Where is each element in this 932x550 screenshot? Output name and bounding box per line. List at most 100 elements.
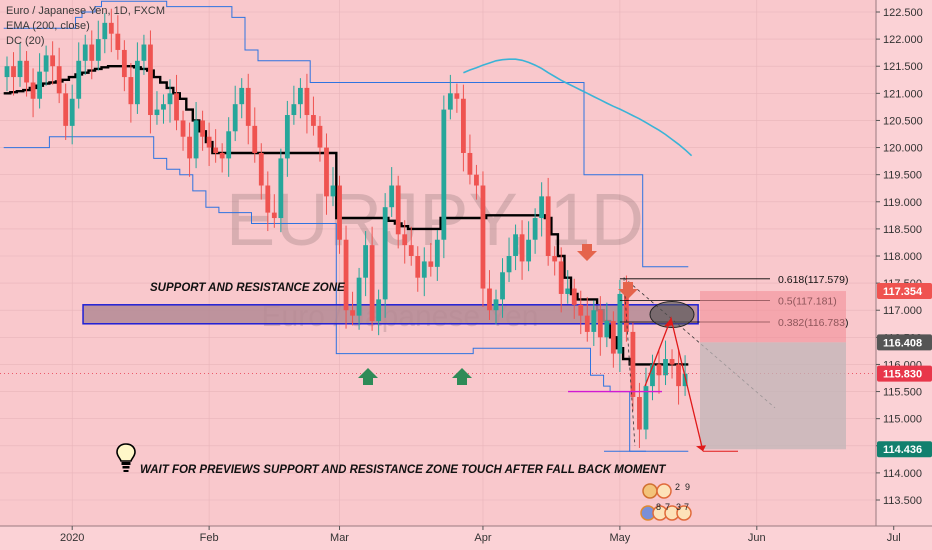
candle-up[interactable] — [4, 56, 10, 92]
candle-down[interactable] — [56, 47, 62, 104]
candle-up[interactable] — [421, 247, 427, 297]
candle-down[interactable] — [324, 133, 329, 215]
candle-down[interactable] — [402, 220, 408, 264]
candle-down[interactable] — [461, 84, 466, 172]
candle-down[interactable] — [148, 30, 153, 134]
candle-down[interactable] — [630, 322, 636, 412]
candle-down[interactable] — [265, 171, 271, 232]
candle-down[interactable] — [108, 8, 114, 53]
candle-down[interactable] — [63, 83, 69, 140]
emoji-reactions[interactable]: 2 9 8 7 3 7 — [640, 482, 692, 521]
candle-down[interactable] — [258, 143, 264, 200]
candle-down[interactable] — [454, 83, 460, 113]
candle-up[interactable] — [604, 302, 610, 348]
candle-down[interactable] — [252, 107, 258, 163]
candle-up[interactable] — [447, 74, 453, 120]
candle-up[interactable] — [284, 100, 290, 177]
candle-down[interactable] — [571, 278, 577, 319]
candle-up[interactable] — [69, 84, 75, 145]
target-ellipse[interactable] — [649, 301, 695, 329]
candle-up[interactable] — [43, 45, 49, 86]
candle-down[interactable] — [317, 116, 323, 162]
candle-up[interactable] — [76, 42, 82, 109]
candle-down[interactable] — [206, 122, 212, 166]
candle-up[interactable] — [617, 279, 623, 373]
candle-down[interactable] — [637, 382, 642, 448]
candle-up[interactable] — [291, 85, 297, 125]
candle-down[interactable] — [415, 246, 421, 292]
candle-down[interactable] — [552, 246, 558, 276]
candle-up[interactable] — [513, 224, 518, 271]
candle-down[interactable] — [24, 51, 29, 97]
candle-up[interactable] — [643, 367, 649, 440]
candle-up[interactable] — [278, 148, 284, 233]
candle-up[interactable] — [500, 258, 505, 318]
candle-down[interactable] — [395, 175, 401, 249]
time-axis[interactable]: 2020 Feb Mar Apr May Jun Jul — [0, 525, 932, 550]
candle-up[interactable] — [565, 270, 571, 304]
candle-up[interactable] — [376, 289, 382, 336]
candle-up[interactable] — [167, 79, 173, 123]
candle-up[interactable] — [17, 42, 23, 87]
candle-down[interactable] — [337, 175, 342, 254]
candle-down[interactable] — [578, 290, 584, 335]
candle-up[interactable] — [493, 289, 499, 325]
candle-down[interactable] — [519, 220, 525, 280]
candle-up[interactable] — [141, 34, 147, 75]
zone-rectangle[interactable] — [82, 304, 699, 325]
chart-legend[interactable]: Euro / Japanese Yen, 1D, FXCM EMA (200, … — [6, 4, 165, 49]
candle-down[interactable] — [408, 226, 414, 266]
candle-up[interactable] — [161, 94, 166, 124]
candle-down[interactable] — [187, 122, 192, 177]
candle-down[interactable] — [467, 134, 473, 185]
candle-up[interactable] — [434, 229, 440, 281]
candle-down[interactable] — [180, 110, 186, 151]
candle-down[interactable] — [115, 15, 121, 60]
donchian-indicator-label[interactable]: DC (20) — [6, 35, 45, 47]
candle-up[interactable] — [441, 95, 447, 259]
price-axis[interactable]: 113.500114.000114.500115.000115.500116.0… — [875, 0, 932, 550]
candle-down[interactable] — [669, 349, 675, 379]
candle-up[interactable] — [330, 167, 336, 207]
candle-down[interactable] — [610, 311, 616, 368]
support-resistance-zone[interactable] — [82, 304, 699, 325]
candle-up[interactable] — [226, 117, 232, 177]
candle-down[interactable] — [369, 226, 375, 331]
ema-indicator-label[interactable]: EMA (200, close) — [6, 20, 90, 32]
candle-up[interactable] — [82, 34, 88, 75]
candle-down[interactable] — [676, 350, 681, 405]
candle-down[interactable] — [213, 129, 219, 163]
candle-down[interactable] — [219, 143, 225, 173]
candle-down[interactable] — [311, 96, 316, 136]
candle-down[interactable] — [474, 164, 479, 200]
candle-down[interactable] — [545, 177, 551, 266]
candle-down[interactable] — [428, 242, 434, 277]
candle-down[interactable] — [30, 68, 36, 118]
candle-up[interactable] — [298, 78, 303, 119]
candle-down[interactable] — [487, 270, 492, 320]
take-profit-box[interactable] — [700, 342, 846, 450]
candle-up[interactable] — [650, 354, 655, 401]
candle-down[interactable] — [558, 247, 564, 313]
candle-down[interactable] — [121, 40, 127, 92]
candle-down[interactable] — [11, 52, 16, 96]
candle-up[interactable] — [506, 237, 512, 283]
candles[interactable] — [4, 8, 688, 448]
candle-up[interactable] — [102, 13, 108, 54]
candle-down[interactable] — [50, 41, 56, 85]
candle-up[interactable] — [193, 102, 199, 169]
candle-down[interactable] — [89, 30, 95, 80]
stop-loss-box[interactable] — [700, 291, 846, 343]
candle-down[interactable] — [245, 73, 251, 145]
candle-up[interactable] — [382, 193, 388, 318]
candle-down[interactable] — [174, 74, 179, 131]
candle-up[interactable] — [37, 53, 42, 109]
candle-up[interactable] — [363, 231, 368, 297]
candle-up[interactable] — [532, 208, 538, 254]
candle-up[interactable] — [389, 167, 395, 217]
candle-down[interactable] — [584, 297, 590, 342]
candle-down[interactable] — [304, 73, 310, 134]
drawings[interactable] — [0, 244, 876, 452]
